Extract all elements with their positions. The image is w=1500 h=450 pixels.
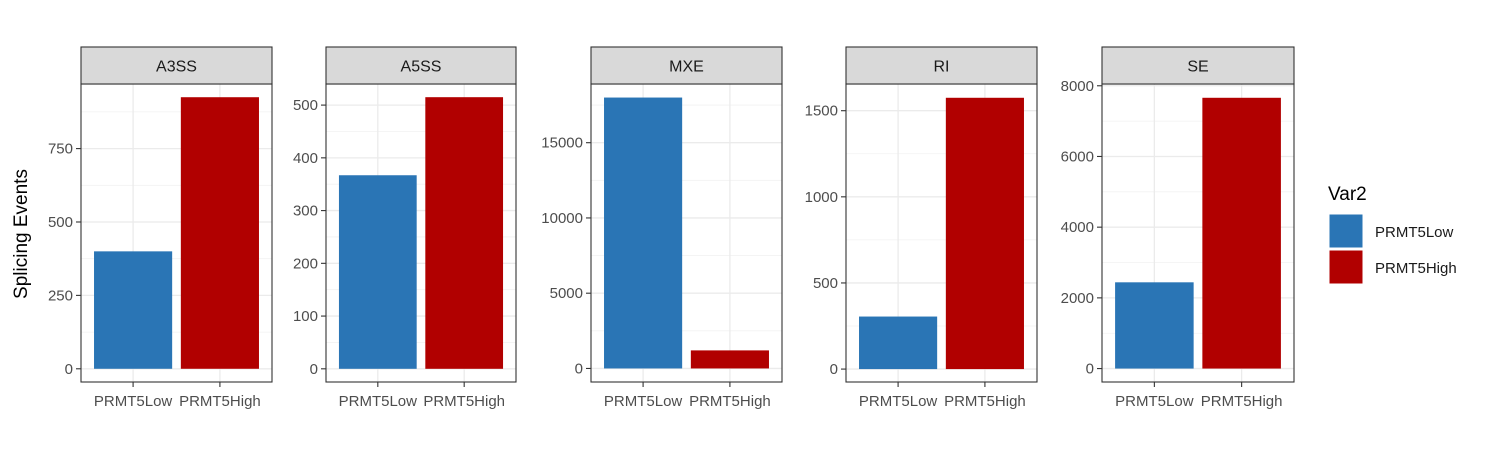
facet-strip-label: SE <box>1187 59 1208 76</box>
legend-key-prmt5low <box>1328 213 1364 249</box>
x-tick-label: PRMT5Low <box>859 393 938 410</box>
y-tick-label: 8000 <box>1061 78 1094 95</box>
y-tick-label: 500 <box>813 275 838 292</box>
facet-panel-ri: RI 0 500 1000 1500 PRMT5Low PRMT5High <box>805 46 1038 410</box>
y-axis-label: Splicing Events <box>11 169 32 299</box>
legend-key-prmt5high <box>1328 249 1364 285</box>
bar-mxe-prmt5high <box>690 350 769 369</box>
bar-a3ss-prmt5low <box>94 251 173 369</box>
x-tick-label: PRMT5High <box>944 393 1026 410</box>
y-tick-label: 100 <box>293 308 318 325</box>
x-tick-label: PRMT5High <box>1201 393 1283 410</box>
facet-strip <box>590 46 783 85</box>
y-tick-label: 0 <box>310 361 318 378</box>
bar-ri-prmt5high <box>945 97 1024 370</box>
legend-label-prmt5low: PRMT5Low <box>1375 224 1454 241</box>
y-tick-label: 300 <box>293 203 318 220</box>
y-tick-label: 200 <box>293 255 318 272</box>
facet-strip-label: RI <box>934 59 950 76</box>
y-tick-label: 0 <box>65 361 73 378</box>
facet-strip <box>1101 46 1295 85</box>
facet-panel-a3ss: A3SS 0 250 500 750 PRMT5Low PRMT5High <box>48 46 273 410</box>
x-tick-label: PRMT5Low <box>339 393 418 410</box>
y-tick-label: 500 <box>48 214 73 231</box>
x-tick-label: PRMT5High <box>689 393 771 410</box>
y-tick-label: 4000 <box>1061 219 1094 236</box>
y-tick-label: 1500 <box>805 103 838 120</box>
x-tick-label: PRMT5Low <box>604 393 683 410</box>
bar-se-prmt5high <box>1202 97 1281 369</box>
facet-panel-mxe: MXE 0 5000 10000 15000 PRMT5Low PRMT5High <box>541 46 783 410</box>
x-tick-label: PRMT5Low <box>94 393 173 410</box>
facet-panel-se: SE 0 2000 4000 6000 8000 PRMT5Low PRMT5High <box>1061 46 1295 410</box>
facet-strip <box>80 46 273 85</box>
y-tick-label: 15000 <box>541 135 583 152</box>
bar-ri-prmt5low <box>859 316 938 370</box>
x-tick-label: PRMT5High <box>423 393 505 410</box>
bar-mxe-prmt5low <box>604 97 683 369</box>
y-tick-label: 750 <box>48 141 73 158</box>
legend-title: Var2 <box>1328 184 1367 205</box>
facet-strip-label: A5SS <box>401 59 442 76</box>
y-tick-label: 2000 <box>1061 290 1094 307</box>
y-tick-label: 250 <box>48 287 73 304</box>
legend: Var2 PRMT5Low PRMT5High <box>1328 184 1457 285</box>
y-tick-label: 0 <box>575 360 583 377</box>
bar-a5ss-prmt5low <box>338 175 417 369</box>
y-tick-label: 6000 <box>1061 148 1094 165</box>
y-tick-label: 10000 <box>541 210 583 227</box>
facet-panel-a5ss: A5SS 0 100 200 300 400 500 PRMT5Low PRMT5High <box>293 46 517 410</box>
facet-strip <box>325 46 517 85</box>
legend-label-prmt5high: PRMT5High <box>1375 260 1457 277</box>
x-tick-label: PRMT5Low <box>1115 393 1194 410</box>
bar-a3ss-prmt5high <box>180 97 259 369</box>
y-tick-label: 400 <box>293 150 318 167</box>
bar-se-prmt5low <box>1115 282 1194 369</box>
y-tick-label: 1000 <box>805 189 838 206</box>
legend-items: PRMT5Low PRMT5High <box>1328 213 1457 285</box>
y-tick-label: 500 <box>293 97 318 114</box>
facet-strip-label: A3SS <box>156 59 197 76</box>
y-tick-label: 5000 <box>550 285 583 302</box>
facet-strip-label: MXE <box>669 59 704 76</box>
facet-panels: A3SS 0 250 500 750 PRMT5Low PRMT5High A5SS 0 100 2… <box>48 46 1295 410</box>
x-tick-label: PRMT5High <box>179 393 261 410</box>
facet-strip <box>845 46 1038 85</box>
y-tick-label: 0 <box>1086 361 1094 378</box>
y-tick-label: 0 <box>830 361 838 378</box>
bar-a5ss-prmt5high <box>425 97 504 369</box>
